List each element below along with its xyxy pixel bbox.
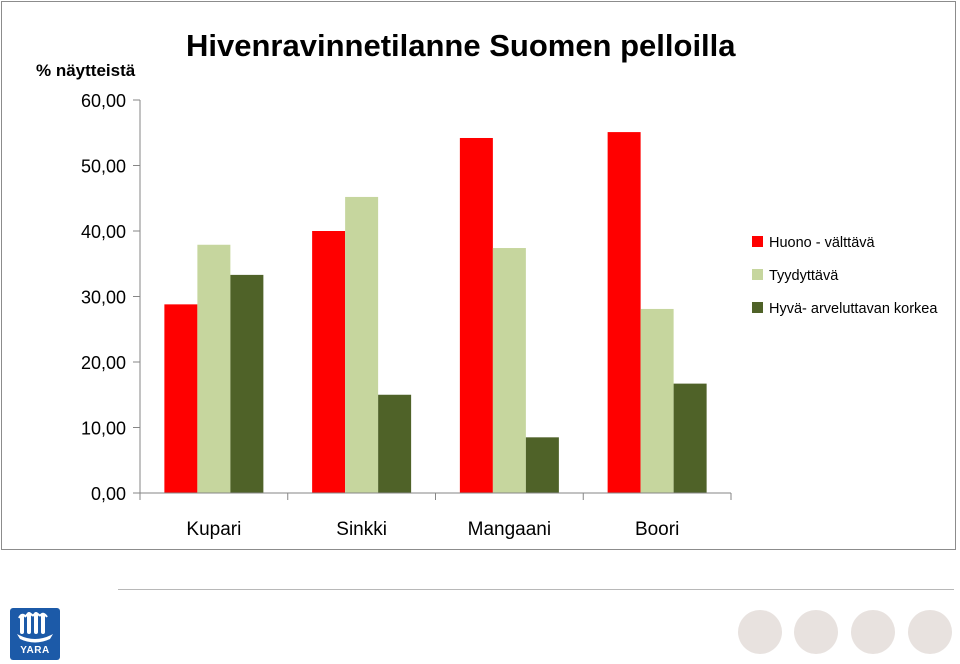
logo-text: YARA <box>20 645 50 656</box>
y-tick-label: 20,00 <box>81 353 126 373</box>
viking-ship-icon <box>17 612 53 643</box>
y-tick-label: 40,00 <box>81 222 126 242</box>
bar <box>640 308 674 493</box>
y-axis-title: % näytteistä <box>36 61 136 80</box>
decorative-dot <box>794 610 838 654</box>
legend-label: Huono - välttävä <box>769 235 876 251</box>
y-tick-label: 0,00 <box>91 484 126 504</box>
bar <box>492 248 526 493</box>
bar <box>673 383 707 493</box>
decorative-dot <box>851 610 895 654</box>
x-tick-label: Mangaani <box>468 519 551 540</box>
y-tick-label: 60,00 <box>81 91 126 111</box>
bar <box>312 231 346 493</box>
bar <box>607 132 641 493</box>
bar-chart: % näytteistä Hivenravinnetilanne Suomen … <box>36 28 938 540</box>
y-tick-label: 50,00 <box>81 157 126 177</box>
bar <box>164 304 198 493</box>
legend-swatch <box>752 269 763 280</box>
bar <box>525 437 559 493</box>
bar <box>378 394 412 493</box>
yara-logo: YARA <box>10 608 60 660</box>
bar <box>345 196 379 493</box>
decorative-dot <box>908 610 952 654</box>
y-tick-label: 10,00 <box>81 419 126 439</box>
bar <box>230 274 264 493</box>
chart-frame: % näytteistä Hivenravinnetilanne Suomen … <box>1 1 956 550</box>
legend-label: Hyvä- arveluttavan korkea <box>769 301 938 317</box>
footer-divider <box>118 589 954 590</box>
legend-swatch <box>752 302 763 313</box>
x-tick-label: Boori <box>635 519 679 540</box>
x-tick-label: Kupari <box>186 519 241 540</box>
x-tick-label: Sinkki <box>336 519 387 540</box>
legend-label: Tyydyttävä <box>769 268 839 284</box>
bar <box>459 137 493 494</box>
chart-title: Hivenravinnetilanne Suomen pelloilla <box>186 28 736 63</box>
y-tick-label: 30,00 <box>81 288 126 308</box>
decorative-dot <box>738 610 782 654</box>
legend-swatch <box>752 236 763 247</box>
bar <box>197 244 231 493</box>
